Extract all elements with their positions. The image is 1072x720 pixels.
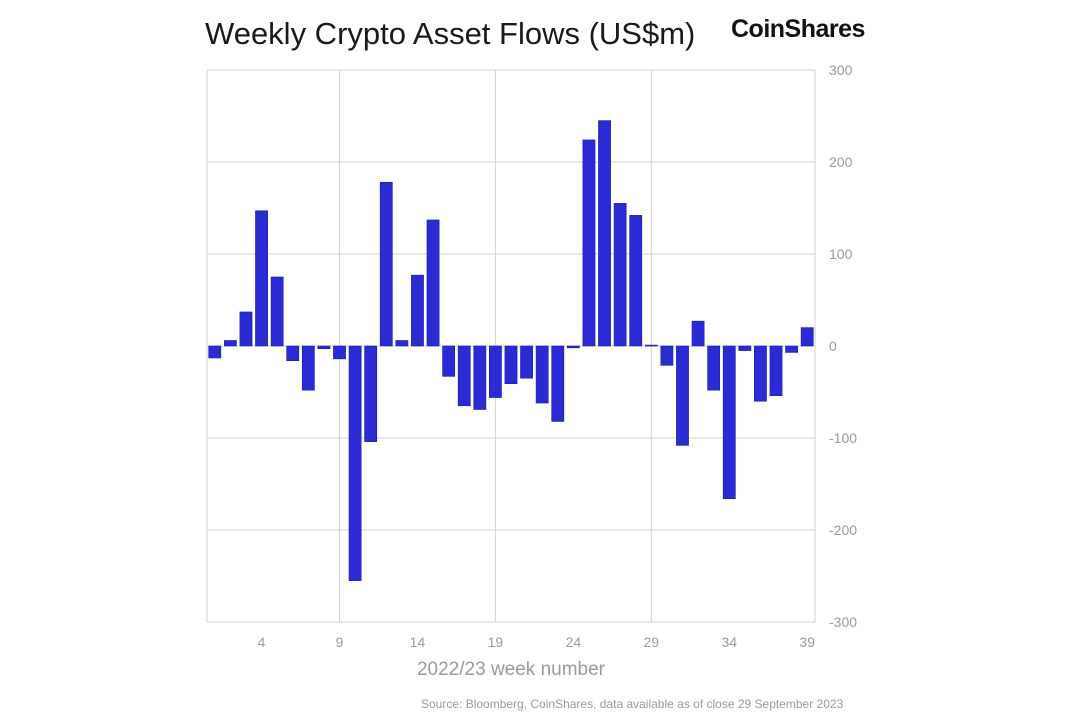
bar-week-26	[598, 120, 611, 347]
bar-week-14	[411, 274, 424, 347]
bar-week-5	[270, 276, 284, 347]
x-tick-label: 9	[336, 634, 344, 650]
bar-week-4	[255, 210, 268, 347]
y-tick-label: -200	[829, 522, 857, 538]
bar-week-23	[551, 345, 565, 422]
x-axis-label: 2022/23 week number	[417, 659, 606, 680]
x-tick-label: 39	[799, 634, 815, 650]
bar-week-16	[442, 345, 456, 377]
bar-week-13	[395, 340, 409, 347]
x-tick-label: 24	[566, 634, 582, 650]
bar-week-36	[754, 345, 767, 402]
x-tick-label: 4	[258, 634, 266, 650]
y-tick-label: 200	[829, 154, 853, 170]
bar-week-11	[364, 345, 378, 442]
bar-week-8	[317, 345, 331, 350]
source-note: Source: Bloomberg, CoinShares, data avai…	[421, 697, 844, 711]
bar-week-15	[426, 219, 440, 347]
brand-logo: CoinShares	[731, 15, 865, 43]
y-tick-label: -300	[829, 614, 857, 630]
x-tick-label: 19	[488, 634, 504, 650]
bar-week-9	[333, 345, 346, 360]
bar-week-7	[301, 345, 315, 391]
bar-week-29	[644, 344, 658, 347]
bar-week-20	[504, 345, 518, 385]
bar-week-2	[224, 340, 237, 347]
bar-week-37	[769, 345, 783, 396]
bar-week-31	[676, 345, 689, 446]
x-tick-label: 14	[410, 634, 426, 650]
bar-week-3	[239, 311, 253, 347]
bar-week-18	[473, 345, 487, 410]
bar-week-28	[629, 215, 643, 347]
bar-week-34	[722, 345, 736, 500]
bar-week-6	[286, 345, 300, 362]
bar-week-1	[208, 345, 222, 359]
chart-title: Weekly Crypto Asset Flows (US$m)	[205, 16, 696, 51]
bar-week-10	[348, 345, 362, 581]
bar-week-25	[582, 139, 596, 347]
bar-week-32	[691, 320, 705, 347]
y-tick-label: 0	[829, 338, 837, 354]
bar-week-21	[520, 345, 533, 379]
bar-week-39	[800, 327, 814, 347]
bar-week-17	[457, 345, 471, 407]
bar-week-30	[660, 345, 674, 366]
bar-week-35	[738, 345, 752, 351]
bar-week-38	[785, 345, 798, 353]
y-tick-label: -100	[829, 430, 857, 446]
bar-week-22	[535, 345, 549, 404]
bar-week-24	[566, 345, 580, 349]
bar-week-33	[707, 345, 721, 391]
tick-layer: 300 200 100 0 -100 -200 -300 4 9 14 19 24 29 34 39	[258, 62, 858, 650]
bar-week-19	[489, 345, 502, 398]
y-tick-label: 100	[829, 246, 853, 262]
bar-week-27	[613, 203, 627, 347]
x-tick-label: 29	[644, 634, 660, 650]
y-tick-label: 300	[829, 62, 853, 78]
x-tick-label: 34	[721, 634, 737, 650]
bar-week-12	[379, 181, 393, 347]
bar-layer	[208, 120, 814, 581]
